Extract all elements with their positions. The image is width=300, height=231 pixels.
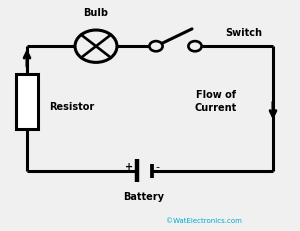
Text: Resistor: Resistor	[50, 102, 95, 112]
Text: Battery: Battery	[124, 192, 164, 202]
Text: Flow of
Current: Flow of Current	[195, 90, 237, 113]
Circle shape	[188, 41, 202, 51]
Text: ©WatElectronics.com: ©WatElectronics.com	[166, 218, 242, 224]
FancyBboxPatch shape	[16, 74, 38, 129]
Text: +: +	[125, 162, 133, 173]
Text: Switch: Switch	[225, 28, 262, 38]
Text: Bulb: Bulb	[83, 9, 109, 18]
Circle shape	[149, 41, 163, 51]
Text: -: -	[155, 162, 160, 173]
